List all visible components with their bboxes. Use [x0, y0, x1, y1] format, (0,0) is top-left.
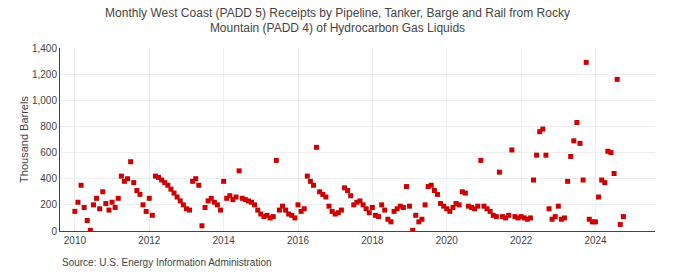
svg-text:2014: 2014	[213, 235, 236, 246]
svg-text:2020: 2020	[436, 235, 459, 246]
svg-text:Source: U.S. Energy Informatio: Source: U.S. Energy Information Administ…	[62, 257, 272, 268]
svg-text:2024: 2024	[584, 235, 607, 246]
svg-text:2012: 2012	[138, 235, 161, 246]
svg-text:1,000: 1,000	[32, 95, 57, 106]
svg-text:2010: 2010	[64, 235, 87, 246]
svg-text:400: 400	[40, 173, 57, 184]
svg-text:1,200: 1,200	[32, 69, 57, 80]
svg-text:200: 200	[40, 199, 57, 210]
svg-text:Thousand Barrels: Thousand Barrels	[18, 96, 30, 183]
svg-text:600: 600	[40, 147, 57, 158]
svg-text:800: 800	[40, 121, 57, 132]
svg-text:2016: 2016	[287, 235, 310, 246]
svg-text:1,400: 1,400	[32, 43, 57, 54]
svg-text:0: 0	[51, 226, 57, 237]
svg-text:2018: 2018	[361, 235, 384, 246]
svg-text:2022: 2022	[510, 235, 533, 246]
svg-text:Monthly West Coast (PADD 5) Re: Monthly West Coast (PADD 5) Receipts by …	[105, 6, 570, 36]
